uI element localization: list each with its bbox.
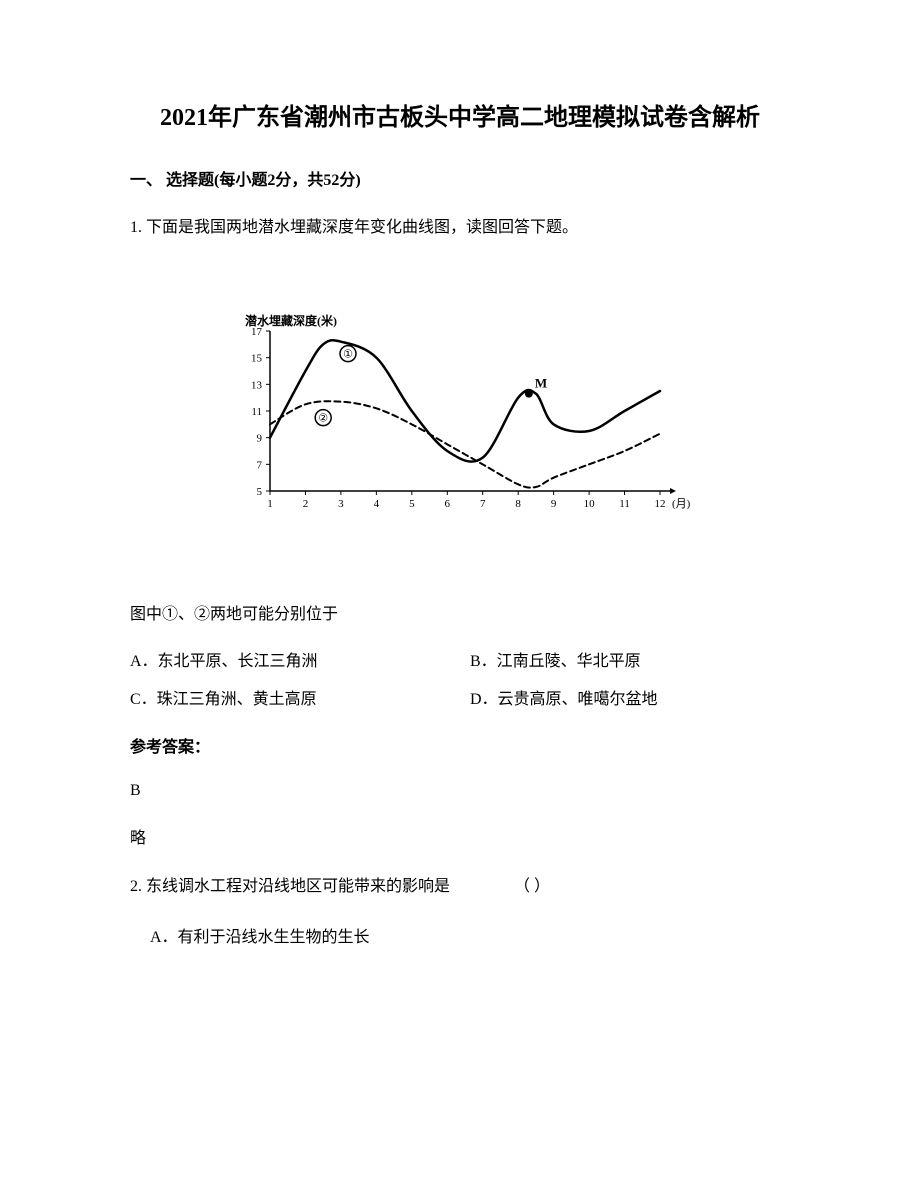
option-a: A．东北平原、长江三角洲 [130, 649, 450, 675]
section-header: 一、 选择题(每小题2分，共52分) [130, 166, 790, 190]
svg-text:11: 11 [619, 498, 630, 510]
option-c: C．珠江三角洲、黄土高原 [130, 687, 450, 713]
answer-label: 参考答案： [130, 733, 790, 757]
question-1-number: 1. [130, 219, 142, 236]
option-b: B．江南丘陵、华北平原 [470, 649, 790, 675]
svg-text:9: 9 [551, 498, 557, 510]
answer-1-note: 略 [130, 825, 790, 854]
svg-text:13: 13 [251, 379, 263, 391]
question-2-number: 2. [130, 878, 142, 895]
line-chart-svg: 潜水埋藏深度(米)57911131517123456789101112(月)①M… [230, 311, 690, 521]
svg-text:5: 5 [409, 498, 415, 510]
svg-text:10: 10 [584, 498, 596, 510]
svg-text:①: ① [343, 348, 353, 360]
question-1-body: 下面是我国两地潜水埋藏深度年变化曲线图，读图回答下题。 [146, 219, 578, 236]
svg-text:M: M [535, 375, 547, 390]
svg-text:7: 7 [480, 498, 486, 510]
svg-text:2: 2 [303, 498, 309, 510]
svg-text:17: 17 [251, 326, 263, 338]
svg-text:11: 11 [251, 406, 262, 418]
svg-text:12: 12 [655, 498, 666, 510]
svg-text:6: 6 [445, 498, 451, 510]
svg-text:(月): (月) [672, 498, 690, 510]
svg-text:7: 7 [257, 459, 263, 471]
answer-1: B [130, 777, 790, 806]
svg-text:15: 15 [251, 352, 263, 364]
question-2-option-a: A．有利于沿线水生生物的生长 [130, 925, 790, 951]
svg-text:5: 5 [257, 486, 263, 498]
svg-text:②: ② [318, 412, 328, 424]
question-1-text: 1. 下面是我国两地潜水埋藏深度年变化曲线图，读图回答下题。 [130, 215, 790, 241]
svg-text:9: 9 [257, 432, 263, 444]
svg-text:3: 3 [338, 498, 344, 510]
question-1-options: A．东北平原、长江三角洲 B．江南丘陵、华北平原 C．珠江三角洲、黄土高原 D．… [130, 649, 790, 712]
question-2-blank: （ ） [514, 878, 550, 895]
groundwater-depth-chart: 潜水埋藏深度(米)57911131517123456789101112(月)①M… [230, 311, 690, 511]
svg-text:1: 1 [267, 498, 273, 510]
question-2-body: 东线调水工程对沿线地区可能带来的影响是 [146, 878, 450, 895]
page-title: 2021年广东省潮州市古板头中学高二地理模拟试卷含解析 [130, 100, 790, 136]
option-d: D．云贵高原、唯噶尔盆地 [470, 687, 790, 713]
question-2-text: 2. 东线调水工程对沿线地区可能带来的影响是 （ ） [130, 874, 790, 900]
svg-text:8: 8 [515, 498, 521, 510]
question-1-sub: 图中①、②两地可能分别位于 [130, 601, 790, 630]
svg-text:4: 4 [374, 498, 380, 510]
